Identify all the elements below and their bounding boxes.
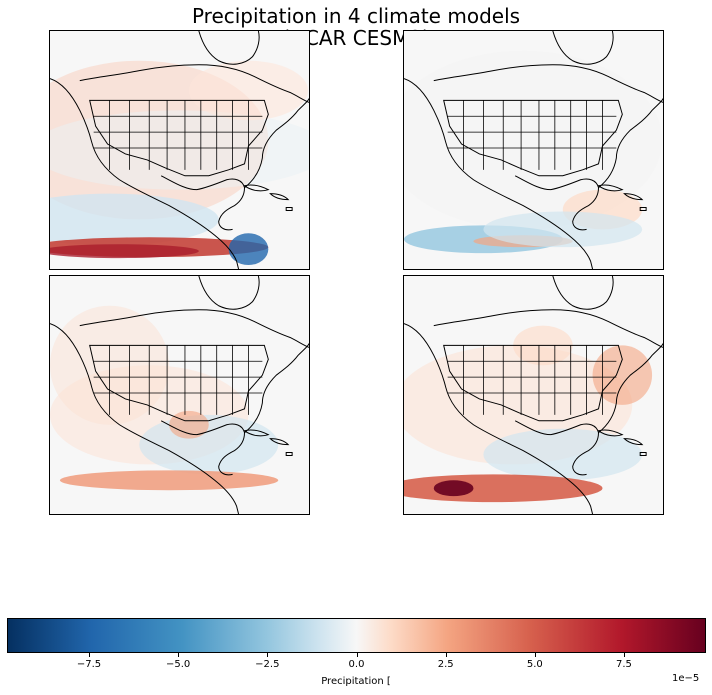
map-panel-top-right bbox=[403, 30, 664, 270]
colorbar-tick bbox=[356, 653, 358, 657]
colorbar-tick-label: −7.5 bbox=[76, 659, 102, 670]
colorbar-tick bbox=[445, 653, 447, 657]
colorbar-tick bbox=[267, 653, 269, 657]
colorbar-tick-label: 2.5 bbox=[437, 659, 454, 670]
colorbar-tick-label: 5.0 bbox=[526, 659, 543, 670]
map-panel-bottom-left bbox=[49, 275, 310, 515]
map-panel-top-left bbox=[49, 30, 310, 270]
map-outlines bbox=[50, 31, 309, 269]
map-outlines bbox=[404, 276, 663, 514]
colorbar-tick-label: 0.0 bbox=[348, 659, 365, 670]
map-outlines bbox=[50, 276, 309, 514]
colorbar-tick-label: −5.0 bbox=[166, 659, 191, 670]
colorbar-tick-label: −2.5 bbox=[255, 659, 280, 670]
figure-title-line2: (NCAR CESM2) bbox=[282, 26, 430, 50]
map-outlines bbox=[404, 31, 663, 269]
colorbar-offset-text: 1e−5 bbox=[672, 673, 700, 684]
colorbar-tick bbox=[534, 653, 536, 657]
map-panel-bottom-right bbox=[403, 275, 664, 515]
colorbar-tick bbox=[178, 653, 180, 657]
colorbar-tick bbox=[89, 653, 91, 657]
figure-title-line1: Precipitation in 4 climate models bbox=[191, 4, 521, 28]
colorbar-tick-label: 7.5 bbox=[616, 659, 632, 670]
colorbar-tick bbox=[623, 653, 625, 657]
colorbar bbox=[7, 618, 706, 653]
colorbar-label: Precipitation [ bbox=[321, 676, 391, 687]
